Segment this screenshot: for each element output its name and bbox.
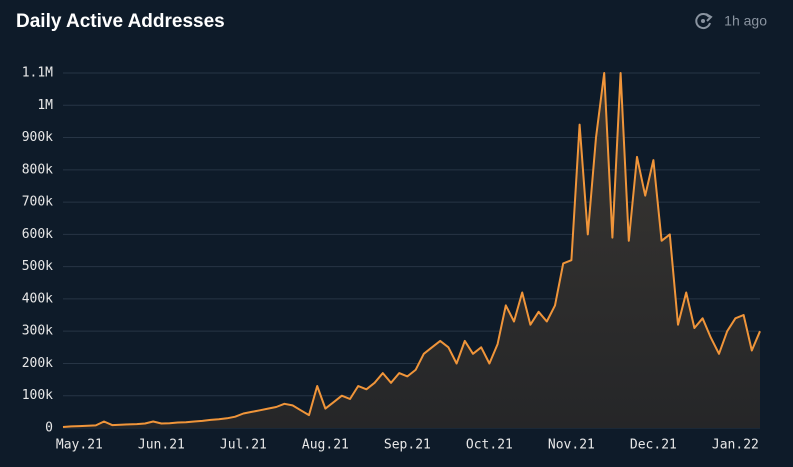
y-tick-label: 400k [22,291,53,306]
refresh-dot [701,19,705,23]
refresh-icon[interactable] [695,13,713,30]
x-tick-label: Sep.21 [384,438,431,453]
y-tick-label: 1M [37,98,53,113]
y-tick-label: 500k [22,259,53,274]
y-tick-label: 200k [22,356,53,371]
y-tick-label: 300k [22,324,53,339]
x-tick-label: Nov.21 [548,438,595,453]
area [63,73,760,428]
refresh-arc [695,13,711,30]
y-tick-label: 600k [22,227,53,242]
line [62,72,761,428]
y-tick-label: 1.1M [22,66,53,81]
y-tick-label: 800k [22,162,53,177]
x-tick-label: Dec.21 [630,438,677,453]
y-tick-label: 100k [22,388,53,403]
x-tick-label: Oct.21 [466,438,513,453]
y-tick-label: 700k [22,195,53,210]
refresh-arrow [705,13,713,22]
x-tick-label: Jun.21 [138,438,185,453]
chart-title: Daily Active Addresses [16,11,225,32]
x-tick-label: Aug.21 [302,438,349,453]
y-tick-label: 900k [22,130,53,145]
y-tick-label: 0 [45,421,53,436]
x-tick-label: Jan.22 [712,438,759,453]
x-tick-label: May.21 [56,438,103,453]
x-tick-label: Jul.21 [220,438,267,453]
updated-time: 1h ago [724,13,767,29]
